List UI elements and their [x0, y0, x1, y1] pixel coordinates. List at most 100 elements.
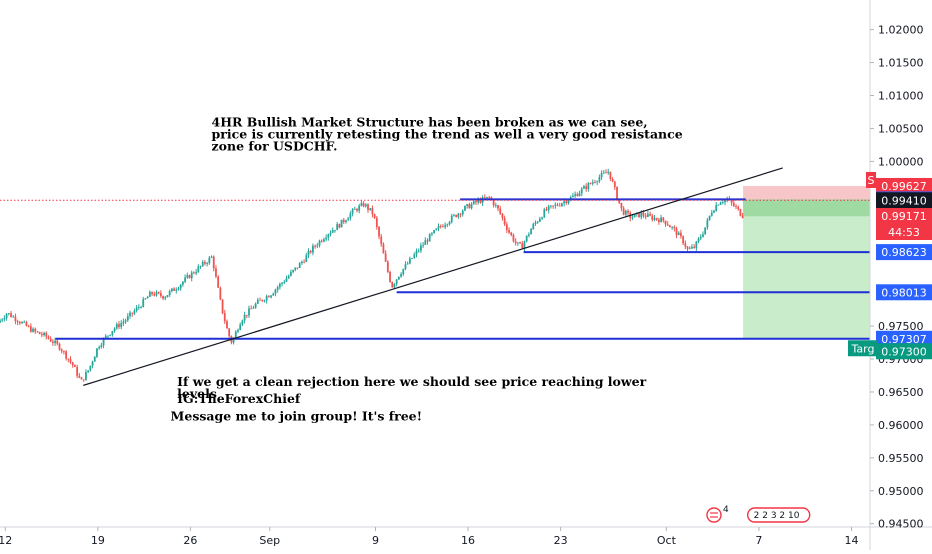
- candle-178: [391, 282, 394, 288]
- candle-251: [552, 205, 555, 207]
- candle-280: [616, 187, 618, 199]
- candle-321: [706, 219, 709, 228]
- candle-270: [594, 182, 596, 184]
- trend: [83, 167, 783, 386]
- support-3-price-badge[interactable]: 0.97307: [876, 330, 932, 347]
- candle-250: [550, 205, 552, 207]
- candle-100: [219, 287, 222, 300]
- stop-tag[interactable]: S: [866, 171, 876, 188]
- candle-296: [651, 215, 654, 220]
- candle-67: [146, 296, 149, 299]
- candle-180: [395, 279, 398, 285]
- candle-298: [655, 217, 658, 220]
- y-tick-label: 0.96000: [878, 419, 924, 432]
- entry-price-badge[interactable]: 0.99410: [876, 192, 932, 209]
- candle-303: [666, 224, 669, 226]
- candle-114: [250, 308, 253, 310]
- target-tag[interactable]: Targ: [848, 340, 878, 357]
- candle-309: [680, 232, 682, 237]
- candle-170: [373, 214, 376, 218]
- candle-172: [378, 226, 380, 237]
- y-tick-label: 1.00500: [878, 122, 924, 135]
- candle-116: [254, 303, 257, 308]
- candle-202: [444, 225, 447, 227]
- y-tick-label: 1.01500: [878, 57, 924, 70]
- candle-112: [245, 314, 248, 316]
- candle-134: [294, 267, 297, 270]
- candle-254: [558, 205, 561, 207]
- candle-255: [561, 203, 563, 206]
- candle-46: [100, 345, 103, 348]
- candle-115: [252, 307, 255, 309]
- candle-34: [74, 365, 76, 367]
- candle-148: [325, 237, 328, 240]
- trendline[interactable]: [83, 167, 783, 386]
- candle-283: [622, 208, 625, 215]
- current-price-badge-text: 0.99171: [881, 210, 927, 223]
- candle-64: [140, 306, 142, 308]
- candle-337: [741, 215, 744, 219]
- candle-302: [664, 220, 667, 225]
- candle-15: [32, 328, 34, 332]
- us-flag-icon[interactable]: [706, 507, 722, 523]
- candle-273: [600, 173, 603, 178]
- candle-212: [466, 204, 469, 206]
- candle-265: [583, 186, 585, 189]
- candle-84: [184, 277, 187, 282]
- candle-218: [479, 199, 482, 203]
- countdown-badge[interactable]: 44:53: [876, 224, 932, 241]
- support-1-price-badge[interactable]: 0.98623: [876, 244, 932, 261]
- event-count: 4: [723, 505, 729, 515]
- stop-price-badge[interactable]: 0.99627: [876, 177, 932, 194]
- candle-305: [671, 227, 674, 228]
- candle-86: [188, 275, 191, 279]
- candle-220: [483, 197, 486, 199]
- candle-69: [151, 291, 153, 295]
- candle-35: [76, 366, 79, 376]
- candle-124: [272, 293, 275, 296]
- event-flags-icon[interactable]: [746, 507, 811, 523]
- candle-193: [424, 240, 427, 245]
- candle-243: [534, 222, 537, 225]
- candle-58: [126, 316, 129, 321]
- annotations: 4HR Bullish Market Structure has been br…: [171, 115, 683, 424]
- target-price-badge[interactable]: 0.97300: [876, 343, 932, 360]
- candle-38: [82, 379, 85, 381]
- candle-279: [613, 181, 616, 188]
- candle-106: [232, 337, 235, 343]
- candle-263: [578, 193, 581, 197]
- stop-tag-bg: [866, 171, 876, 188]
- candle-132: [289, 271, 292, 276]
- candle-33: [71, 362, 74, 366]
- candles: [0, 168, 744, 382]
- candle-300: [660, 217, 662, 223]
- candle-277: [609, 171, 612, 180]
- candle-153: [336, 224, 339, 231]
- candle-249: [547, 206, 550, 211]
- candle-276: [607, 171, 610, 173]
- candle-272: [598, 177, 601, 182]
- candle-25: [54, 340, 56, 344]
- candle-12: [25, 321, 28, 326]
- candle-278: [611, 179, 614, 182]
- candle-233: [512, 234, 515, 242]
- candle-163: [358, 205, 361, 211]
- candle-59: [129, 312, 131, 317]
- candle-209: [459, 213, 462, 215]
- x-tick-label: 12: [0, 534, 12, 547]
- candle-74: [162, 296, 164, 299]
- candle-245: [538, 218, 541, 222]
- candle-229: [503, 217, 506, 225]
- candle-237: [521, 243, 524, 249]
- current-price-badge[interactable]: 0.99171: [876, 208, 932, 225]
- candle-103: [226, 321, 228, 329]
- candle-328: [721, 202, 724, 204]
- candle-36: [78, 375, 81, 378]
- support-2-price-badge[interactable]: 0.98013: [876, 284, 932, 301]
- candle-133: [292, 269, 294, 272]
- x-tick-label: Sep: [259, 534, 280, 547]
- candle-141: [309, 250, 312, 253]
- entry-price-badge-bg: [876, 192, 932, 209]
